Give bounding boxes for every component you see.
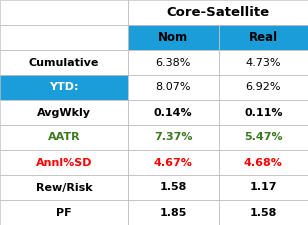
Text: Core-Satellite: Core-Satellite bbox=[166, 6, 270, 19]
Bar bbox=[219, 100, 308, 125]
Bar bbox=[219, 175, 308, 200]
Bar bbox=[219, 25, 308, 50]
Text: Real: Real bbox=[249, 31, 278, 44]
Text: 6.38%: 6.38% bbox=[156, 58, 191, 68]
Text: YTD:: YTD: bbox=[49, 83, 79, 92]
Bar bbox=[219, 125, 308, 150]
Text: 5.47%: 5.47% bbox=[244, 133, 283, 142]
Bar bbox=[128, 150, 219, 175]
Bar bbox=[128, 125, 219, 150]
Text: 0.14%: 0.14% bbox=[154, 108, 192, 117]
Bar bbox=[0, 50, 128, 75]
Text: Annl%SD: Annl%SD bbox=[36, 158, 92, 167]
Bar bbox=[128, 25, 219, 50]
Bar bbox=[0, 75, 128, 100]
Text: Rew/Risk: Rew/Risk bbox=[36, 182, 92, 193]
Bar bbox=[219, 200, 308, 225]
Bar bbox=[0, 150, 128, 175]
Bar bbox=[0, 175, 128, 200]
Text: AATR: AATR bbox=[48, 133, 80, 142]
Text: PF: PF bbox=[56, 207, 72, 218]
Bar bbox=[128, 100, 219, 125]
Bar bbox=[0, 200, 128, 225]
Text: 4.68%: 4.68% bbox=[244, 158, 283, 167]
Text: 4.67%: 4.67% bbox=[154, 158, 193, 167]
Bar bbox=[0, 25, 128, 50]
Text: 1.58: 1.58 bbox=[250, 207, 277, 218]
Text: Nom: Nom bbox=[158, 31, 188, 44]
Bar bbox=[128, 25, 219, 50]
Bar bbox=[219, 25, 308, 50]
Bar bbox=[128, 50, 219, 75]
Text: 8.07%: 8.07% bbox=[156, 83, 191, 92]
Text: 1.85: 1.85 bbox=[160, 207, 187, 218]
Bar bbox=[0, 100, 128, 125]
Text: 4.73%: 4.73% bbox=[245, 58, 281, 68]
Bar bbox=[128, 200, 219, 225]
Text: Cumulative: Cumulative bbox=[29, 58, 99, 68]
Text: AvgWkly: AvgWkly bbox=[37, 108, 91, 117]
Bar bbox=[219, 150, 308, 175]
Bar bbox=[0, 75, 128, 100]
Text: 1.58: 1.58 bbox=[160, 182, 187, 193]
Bar bbox=[128, 75, 219, 100]
Bar bbox=[219, 75, 308, 100]
Bar bbox=[0, 0, 128, 25]
Text: 6.92%: 6.92% bbox=[245, 83, 281, 92]
Text: 7.37%: 7.37% bbox=[154, 133, 192, 142]
Text: 1.17: 1.17 bbox=[249, 182, 277, 193]
Bar bbox=[128, 175, 219, 200]
Bar bbox=[0, 125, 128, 150]
Bar bbox=[128, 0, 308, 25]
Text: 0.11%: 0.11% bbox=[244, 108, 283, 117]
Bar bbox=[219, 50, 308, 75]
